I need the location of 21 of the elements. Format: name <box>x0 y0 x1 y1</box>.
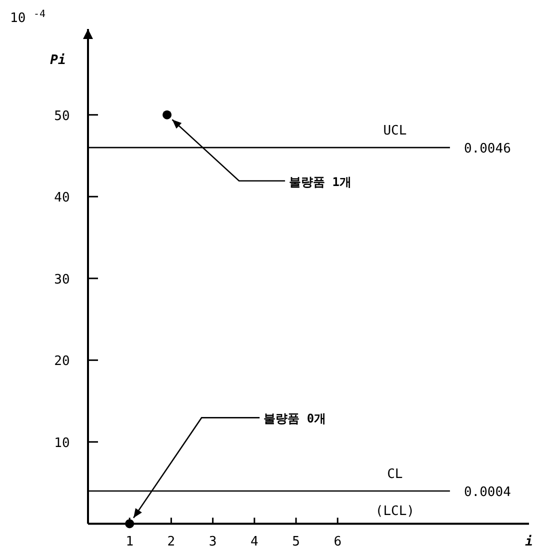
x-tick-label: 4 <box>250 534 258 550</box>
y-tick-label: 20 <box>54 354 70 370</box>
y-axis-title: Pi <box>50 53 66 68</box>
x-tick-label: 6 <box>334 534 342 550</box>
annotation: 불량품 0개 <box>264 412 326 426</box>
y-tick-label: 30 <box>54 272 70 288</box>
x-tick-label: 3 <box>208 534 217 550</box>
annotation: (LCL) <box>375 504 415 519</box>
y-tick-label: 10 <box>54 436 70 451</box>
annotation: 0.0046 <box>464 142 511 157</box>
y-tick-label: 40 <box>54 190 70 206</box>
x-tick-label: 5 <box>292 534 300 550</box>
ref-line-label: UCL <box>383 124 407 139</box>
text: 10 $^{-4}$ <box>10 8 46 26</box>
ref-line-label: CL <box>387 466 403 482</box>
y-tick-label: 50 <box>54 108 70 124</box>
annotation: 불량품 1개 <box>289 174 352 189</box>
annotation: 0.0004 <box>464 484 512 500</box>
x-tick-label: 2 <box>167 534 176 550</box>
x-tick-label: 1 <box>126 534 134 550</box>
x-axis-title: i <box>525 534 533 550</box>
